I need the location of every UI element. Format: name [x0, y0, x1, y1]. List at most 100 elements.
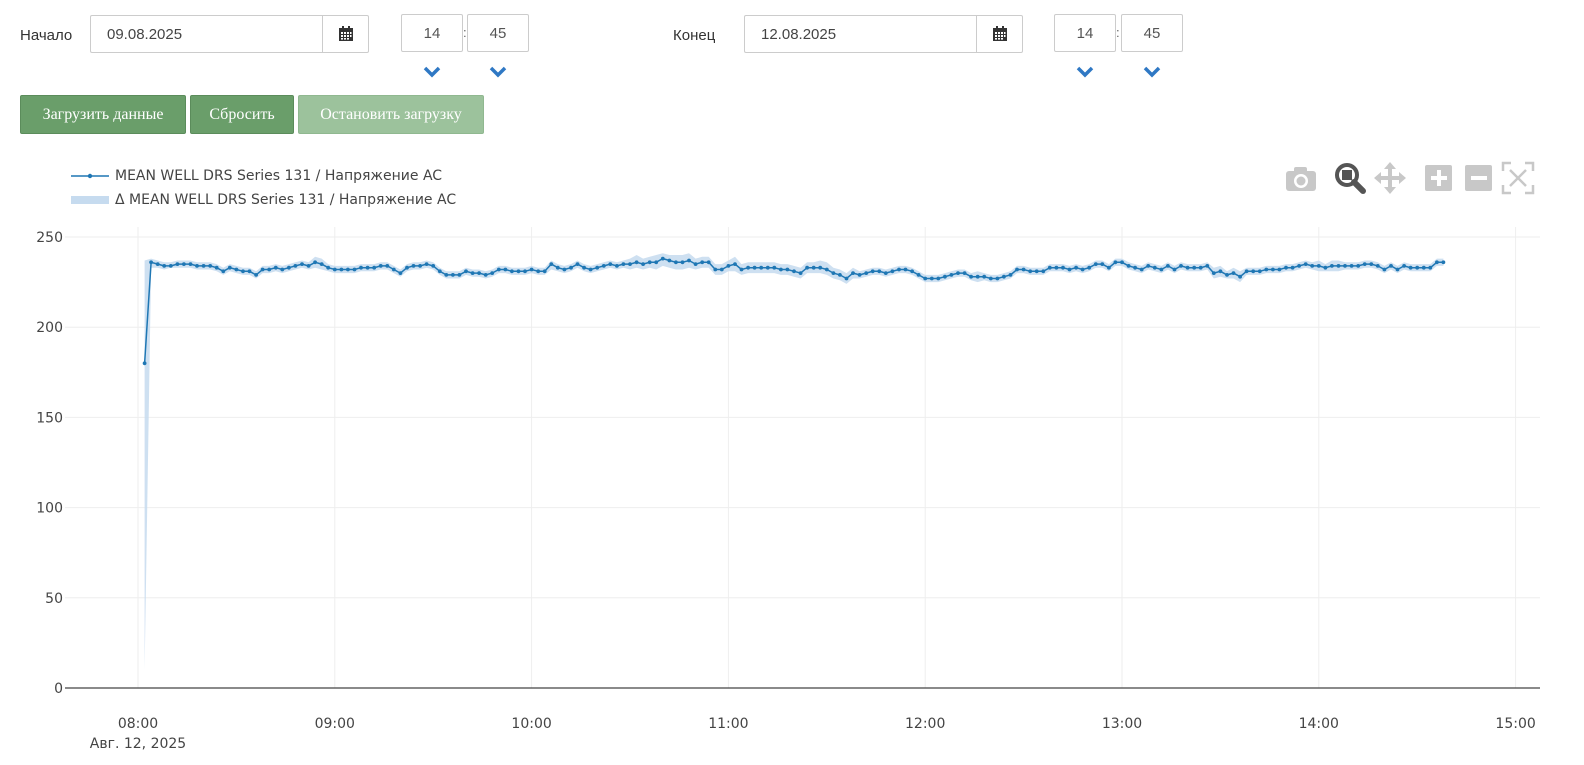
x-date-label: Авг. 12, 2025 [90, 736, 186, 752]
voltage-data-point [588, 267, 593, 272]
voltage-data-point [1034, 269, 1039, 274]
voltage-data-point [254, 273, 258, 277]
voltage-data-point [260, 267, 265, 272]
voltage-data-point [1185, 265, 1190, 270]
voltage-data-point [1152, 265, 1157, 270]
voltage-data-point [437, 269, 442, 274]
voltage-data-point [811, 265, 816, 270]
voltage-data-point [1284, 265, 1288, 270]
voltage-data-point [687, 258, 691, 263]
reset-button[interactable]: Сбросить [190, 95, 294, 134]
voltage-data-point [214, 265, 219, 270]
load-data-button[interactable]: Загрузить данные [20, 95, 186, 134]
legend[interactable] [71, 173, 109, 204]
zoom-in-icon[interactable] [1422, 161, 1456, 195]
voltage-data-point [378, 264, 383, 268]
end-minute-down-chevron-icon[interactable] [1142, 65, 1162, 79]
voltage-data-point [306, 264, 311, 268]
voltage-data-point [162, 264, 167, 268]
voltage-data-point [956, 271, 960, 275]
voltage-data-point [142, 361, 147, 366]
voltage-data-point [1047, 265, 1052, 270]
voltage-data-point [851, 271, 855, 275]
start-hour-down-chevron-icon[interactable] [422, 65, 442, 79]
voltage-data-point [365, 265, 370, 270]
voltage-data-point [1435, 260, 1439, 265]
stop-loading-button[interactable]: Остановить загрузку [298, 95, 484, 134]
voltage-data-point [326, 265, 331, 270]
autoscale-icon[interactable] [1501, 161, 1535, 195]
delta-band-area [144, 253, 1444, 670]
end-hour-input[interactable] [1054, 14, 1116, 52]
voltage-data-point [1179, 264, 1183, 268]
voltage-data-point [346, 267, 350, 272]
voltage-data-point [267, 267, 272, 272]
start-minute-input[interactable] [467, 14, 529, 52]
voltage-data-point [195, 264, 199, 268]
voltage-data-point [621, 262, 626, 266]
voltage-data-point [1113, 260, 1118, 265]
voltage-data-point [582, 265, 586, 270]
start-hour-input[interactable] [401, 14, 463, 52]
voltage-data-point [1100, 262, 1105, 266]
voltage-data-point [1428, 265, 1433, 270]
x-tick-label: 14:00 [1299, 716, 1339, 732]
voltage-data-point [680, 260, 685, 265]
voltage-data-point [765, 265, 770, 270]
voltage-data-point [1310, 264, 1315, 268]
voltage-data-point [372, 265, 377, 270]
voltage-data-point [424, 262, 429, 266]
voltage-data-point [693, 262, 698, 266]
voltage-data-point [1067, 267, 1072, 272]
voltage-data-point [1231, 271, 1236, 275]
voltage-data-point [549, 262, 554, 266]
voltage-data-point [1133, 265, 1137, 270]
legend-item-voltage[interactable]: MEAN WELL DRS Series 131 / Напряжение AC [115, 168, 443, 184]
start-date-input[interactable] [90, 15, 322, 53]
voltage-data-point [1074, 265, 1078, 270]
voltage-data-point [1297, 264, 1301, 268]
voltage-data-point [785, 267, 790, 272]
end-date-input[interactable] [744, 15, 976, 53]
voltage-data-point [1316, 264, 1321, 268]
legend-item-delta-voltage[interactable]: Δ MEAN WELL DRS Series 131 / Напряжение … [115, 192, 457, 208]
voltage-data-point [923, 276, 928, 281]
zoom-out-icon[interactable] [1462, 161, 1496, 195]
voltage-data-point [536, 269, 541, 274]
x-tick-label: 11:00 [708, 716, 748, 732]
start-calendar-button[interactable] [322, 15, 369, 53]
voltage-data-point [1107, 265, 1111, 270]
voltage-data-point [1343, 264, 1347, 268]
voltage-data-point [943, 274, 947, 279]
voltage-data-point [221, 269, 226, 274]
voltage-data-point [1080, 267, 1085, 272]
voltage-data-point [897, 267, 901, 272]
voltage-data-point [844, 276, 849, 281]
voltage-data-point [660, 256, 665, 261]
voltage-data-point [1166, 264, 1170, 268]
zoom-icon[interactable] [1333, 161, 1367, 195]
voltage-data-point [1028, 269, 1033, 274]
voltage-line-series [142, 256, 1446, 366]
start-minute-down-chevron-icon[interactable] [488, 65, 508, 79]
start-date-picker [90, 15, 369, 53]
voltage-data-point [1002, 274, 1006, 279]
y-tick-label: 200 [36, 320, 63, 336]
end-calendar-button[interactable] [976, 15, 1023, 53]
pan-icon[interactable] [1373, 161, 1407, 195]
end-minute-input[interactable] [1121, 14, 1183, 52]
voltage-data-point [569, 265, 573, 270]
voltage-data-point [929, 276, 934, 281]
voltage-data-point [523, 269, 527, 274]
voltage-data-point [1198, 265, 1203, 270]
voltage-data-point [1257, 269, 1262, 274]
voltage-data-point [739, 267, 744, 272]
voltage-data-point [1205, 264, 1210, 268]
voltage-data-point [1238, 274, 1242, 279]
voltage-data-point [962, 271, 967, 275]
end-hour-down-chevron-icon[interactable] [1075, 65, 1095, 79]
voltage-data-point [746, 265, 750, 270]
camera-icon[interactable] [1284, 161, 1318, 195]
voltage-data-point [975, 274, 980, 279]
